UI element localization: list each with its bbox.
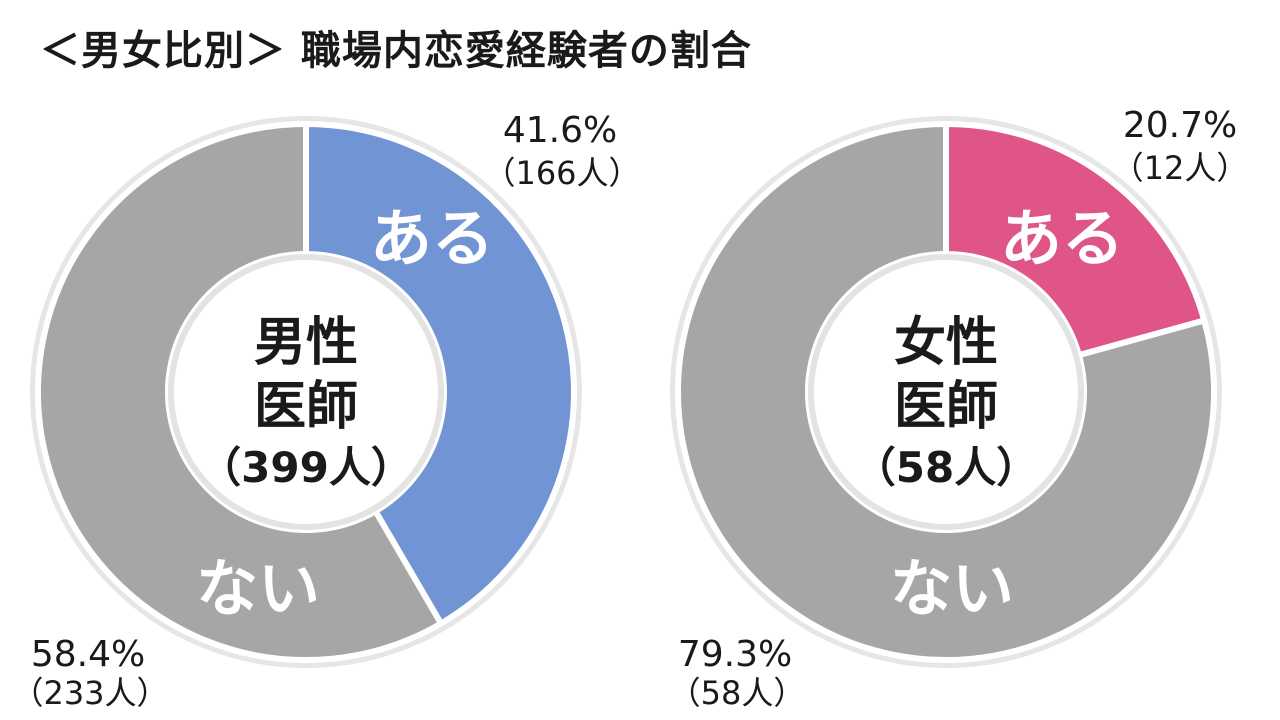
outer-ring — [670, 116, 1222, 668]
percent-label: 20.7% — [1123, 105, 1237, 146]
inner-ring — [808, 254, 1084, 530]
slice-label: ある — [370, 202, 494, 275]
center-label: 医師 — [254, 377, 358, 437]
slice-label: ある — [1000, 202, 1124, 275]
percent-label: 58.4% — [31, 634, 145, 675]
center-label: 医師 — [894, 377, 998, 437]
count-label: （12人） — [1112, 149, 1249, 187]
center-label: （58人） — [854, 443, 1038, 492]
center-label: 女性 — [894, 313, 998, 373]
count-label: （166人） — [483, 154, 640, 192]
outer-ring — [30, 116, 582, 668]
percent-label: 41.6% — [503, 110, 617, 151]
count-label: （233人） — [11, 674, 168, 712]
center-label: 男性 — [254, 313, 358, 373]
slice-label: ない — [196, 552, 320, 625]
inner-ring — [168, 254, 444, 530]
slice-label: ない — [890, 552, 1014, 625]
percent-label: 79.3% — [678, 634, 792, 675]
count-label: （58人） — [669, 674, 806, 712]
chart-title: ＜男女比別＞ 職場内恋愛経験者の割合 — [40, 28, 752, 74]
center-label: （399人） — [199, 443, 413, 492]
